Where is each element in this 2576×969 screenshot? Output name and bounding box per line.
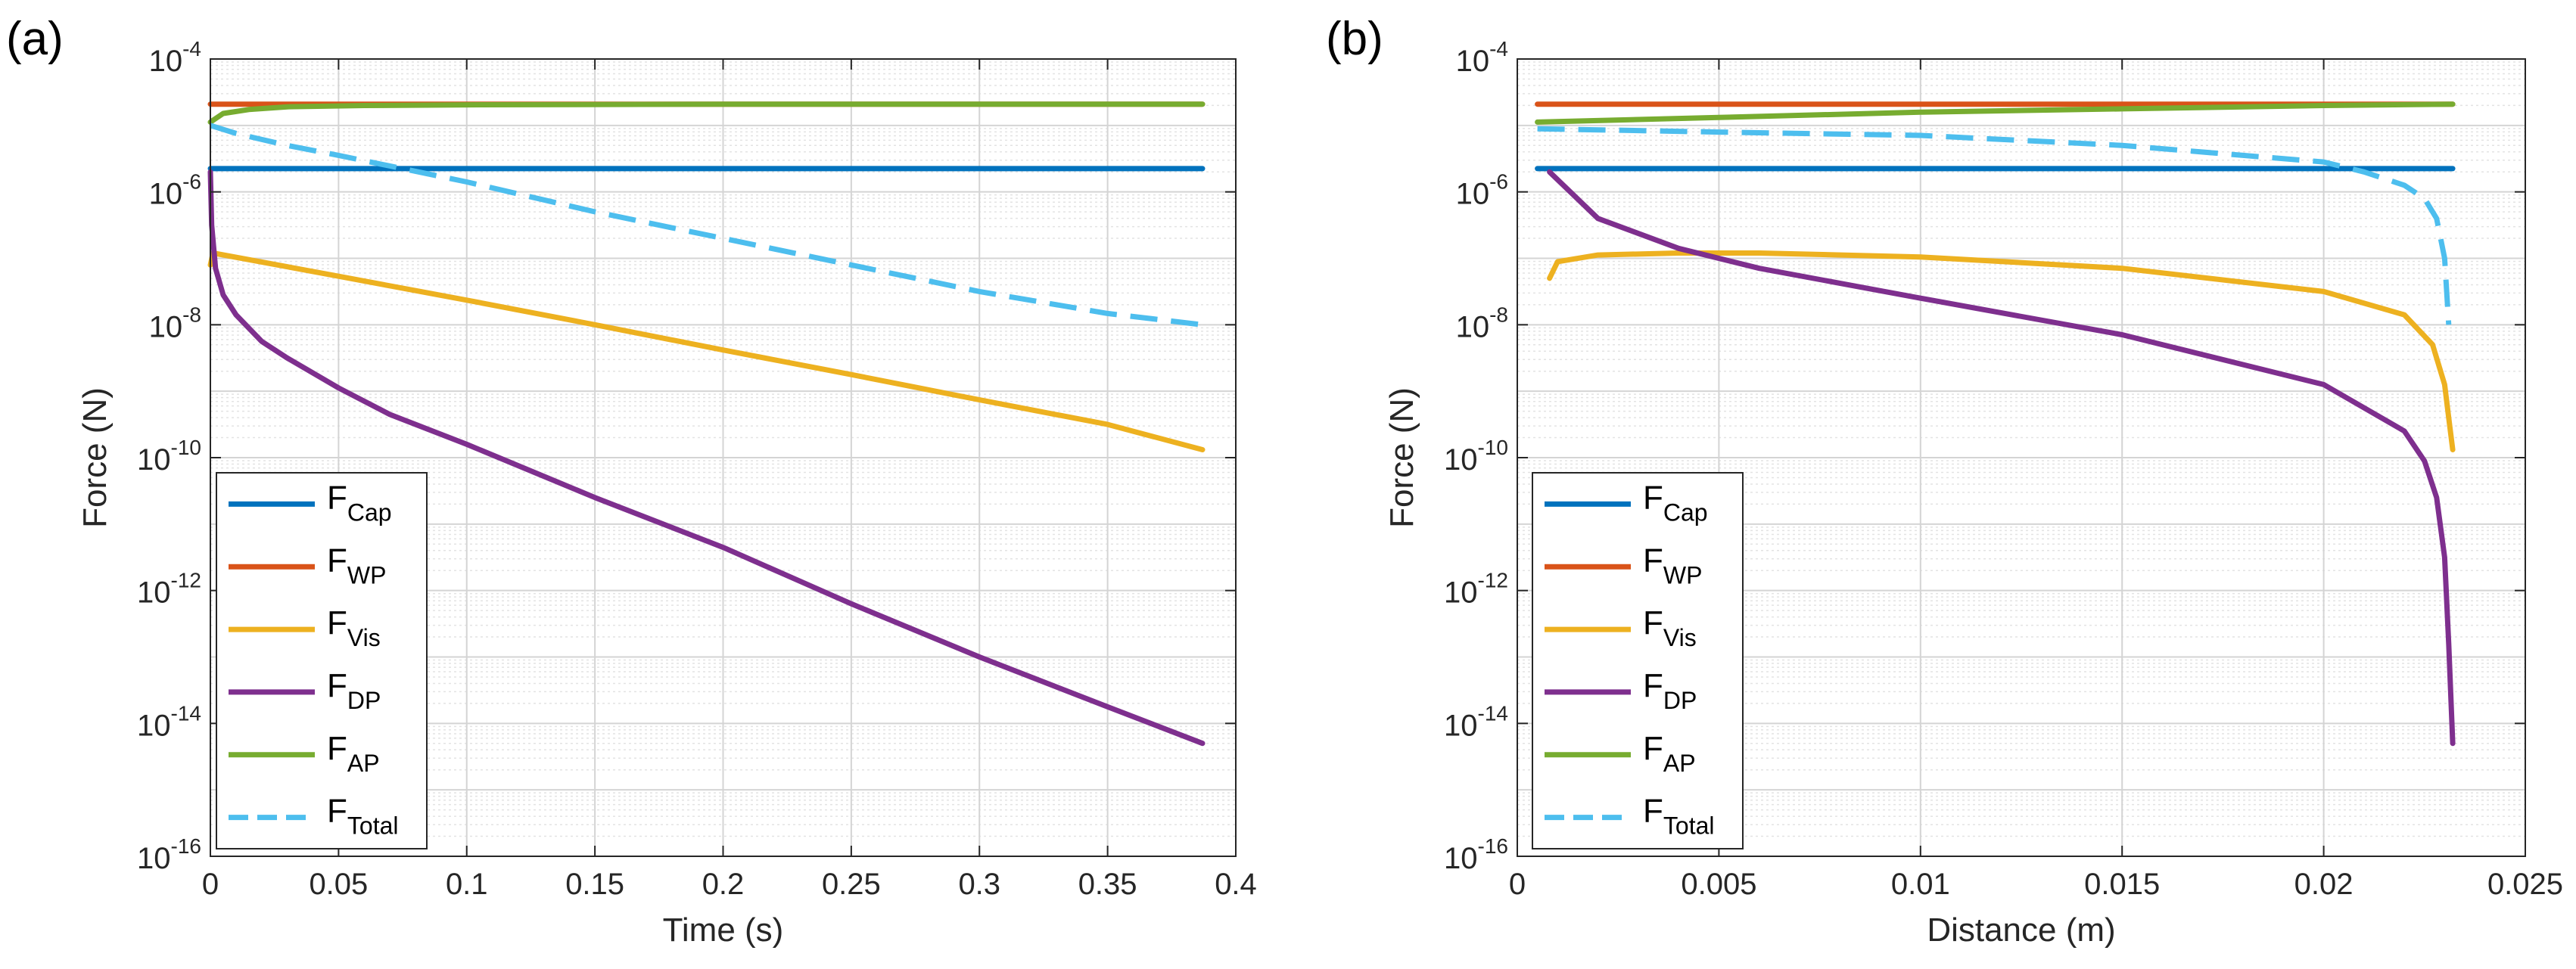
x-axis-label: Distance (m) [1927,912,2115,949]
x-tick-label: 0.1 [446,868,488,901]
x-tick-label: 0.4 [1215,868,1257,901]
legend-entry-cap: FCap [1643,479,1708,526]
y-tick-label: 10-12 [1444,569,1508,610]
x-tick-label: 0.15 [565,868,624,901]
x-tick-label: 0.35 [1078,868,1137,901]
y-tick-label: 10-6 [1456,170,1508,211]
legend: FCap FWP FVis FDP FAP FTotal [216,472,428,849]
y-tick-label: 10-4 [1456,37,1508,78]
legend: FCap FWP FVis FDP FAP FTotal [1532,472,1744,849]
legend-entry-cap: FCap [327,479,392,526]
panel-a: (a) 0 0.05 0.1 0.15 0.2 0.25 0.3 0.35 0.4 10-16 1… [6,13,1257,949]
y-tick-label: 10-8 [149,303,201,343]
series-line-total [1537,126,2452,325]
x-tick-label: 0.05 [309,868,368,901]
legend-entry-dp: FDP [327,667,381,714]
y-tick-label: 10-8 [1456,303,1508,343]
legend-box [1532,472,1744,849]
series-line-dp [1547,169,2456,747]
y-axis-label: Force (N) [76,387,114,528]
panel-label: (a) [6,13,64,65]
x-tick-label: 0.2 [702,868,745,901]
y-tick-label: 10-16 [1444,834,1508,875]
y-axis-label: Force (N) [1383,387,1420,528]
series-line-ap [1535,101,2456,125]
panel-b: (b) 0 0.005 0.01 0.015 0.02 0.025 10-16 10-14 1… [1326,13,2563,949]
legend-entry-ap: FAP [1643,730,1696,777]
x-axis-label: Time (s) [663,912,784,949]
series-line-dp [207,169,1206,747]
series-line-total [209,123,1203,328]
y-tick-label: 10-16 [137,834,201,875]
y-tick-label: 10-14 [1444,701,1508,742]
y-tick-label: 10-12 [137,569,201,610]
series-line-vis [207,250,1206,452]
legend-entry-ap: FAP [327,730,380,777]
x-tick-label: 0.02 [2294,868,2354,901]
y-tick-label: 10-14 [137,701,201,742]
legend-box [216,472,428,849]
legend-entry-total: FTotal [327,793,398,840]
legend-entry-wp: FWP [1643,542,1702,589]
x-tick-label: 0.01 [1891,868,1950,901]
series-line-vis [1547,250,2456,452]
panel-label: (b) [1326,13,1383,65]
y-tick-label: 10-10 [1444,436,1508,477]
x-tick-label: 0.005 [1681,868,1756,901]
x-tick-label: 0 [202,868,219,901]
y-tick-label: 10-6 [149,170,201,211]
legend-entry-total: FTotal [1643,793,1714,840]
legend-entry-wp: FWP [327,542,386,589]
x-tick-label: 0 [1509,868,1526,901]
legend-entry-vis: FVis [1643,604,1697,651]
legend-entry-dp: FDP [1643,667,1697,714]
legend-entry-vis: FVis [327,604,381,651]
series-line-ap [207,101,1206,125]
x-tick-label: 0.25 [822,868,881,901]
x-tick-label: 0.025 [2487,868,2563,901]
y-tick-label: 10-4 [149,37,201,78]
x-tick-label: 0.015 [2084,868,2160,901]
x-tick-label: 0.3 [958,868,1000,901]
y-tick-label: 10-10 [137,436,201,477]
